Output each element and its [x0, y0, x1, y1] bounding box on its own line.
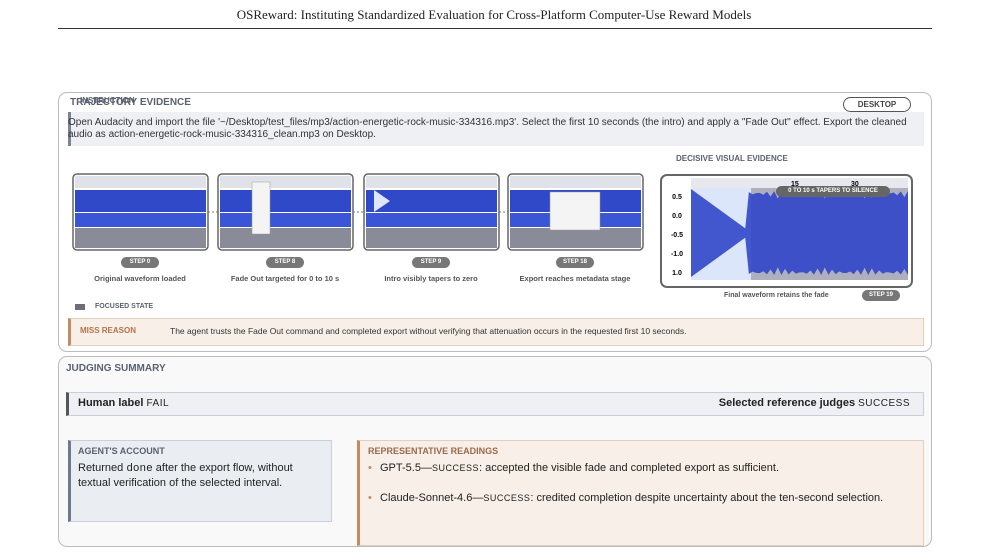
agent-title: AGENT'S ACCOUNT	[78, 446, 165, 456]
reading-model: GPT-5.5—	[380, 462, 432, 474]
miss-text: The agent trusts the Fade Out command an…	[170, 326, 687, 336]
step-pill: STEP 0	[121, 257, 159, 268]
reading-verdict: SUCCESS	[483, 493, 531, 503]
label-bar	[66, 392, 924, 416]
y-axis-label: 1.0	[672, 270, 682, 277]
agent-text-a: Returned	[78, 462, 127, 474]
instruction-box	[68, 112, 924, 146]
thumb-track	[366, 190, 497, 212]
human-label: Human label FAIL	[78, 397, 169, 409]
bullet: •	[368, 492, 372, 504]
step-caption: Original waveform loaded	[94, 274, 186, 283]
reference-label-text: Selected reference judges	[718, 397, 856, 409]
thumb-fade	[374, 190, 390, 212]
reading-model: Claude-Sonnet-4.6—	[380, 492, 484, 504]
decisive-label: DECISIVE VISUAL EVIDENCE	[676, 154, 788, 163]
thumb-menu	[510, 176, 641, 188]
instruction-text: Open Audacity and import the file '~/Des…	[68, 117, 907, 140]
y-axis-label: -0.5	[671, 232, 683, 239]
reference-label: Selected reference judges SUCCESS	[719, 397, 910, 409]
fade-tag: 0 TO 10 s TAPERS TO SILENCE	[776, 186, 890, 197]
thumb-track	[75, 190, 206, 212]
thumb-menu	[220, 176, 351, 188]
thumb-track	[220, 190, 351, 212]
agent-text-b: after the export flow, without textual v…	[78, 462, 293, 489]
thumb-track	[75, 213, 206, 227]
x-axis-label: 30	[851, 181, 859, 188]
thumb-menu-pop	[251, 181, 271, 235]
step-caption: Intro visibly tapers to zero	[384, 274, 478, 283]
reading-verdict: SUCCESS	[431, 463, 479, 473]
thumb-track	[220, 213, 351, 227]
thumb-bottom	[366, 228, 497, 248]
agent-code: done	[126, 463, 153, 475]
miss-box	[68, 318, 924, 346]
readings-box	[357, 440, 924, 546]
thumb-bottom	[220, 228, 351, 248]
header-rule	[58, 28, 932, 29]
legend-label: FOCUSED STATE	[95, 303, 154, 310]
judging-title: JUDGING SUMMARY	[66, 363, 166, 374]
reference-label-value: SUCCESS	[858, 398, 910, 409]
thumb-dialog	[549, 191, 601, 231]
decisive-ruler	[691, 178, 908, 188]
decisive-caption: Final waveform retains the fade	[724, 292, 829, 299]
thumb-menu	[366, 176, 497, 188]
y-axis-label: 0.0	[672, 213, 682, 220]
agent-box	[68, 440, 332, 522]
step-caption: Fade Out targeted for 0 to 10 s	[230, 274, 340, 283]
thumb-track	[366, 213, 497, 227]
reading-item: • Claude-Sonnet-4.6—SUCCESS: credited com…	[368, 491, 925, 505]
miss-label: MISS REASON	[80, 326, 137, 335]
y-axis-label: 0.5	[672, 194, 682, 201]
reading-text: : accepted the visible fade and complete…	[478, 462, 780, 474]
agent-text: Returned done after the export flow, wit…	[78, 461, 318, 490]
reading-item: • GPT-5.5—SUCCESS: accepted the visible f…	[368, 461, 925, 475]
thumb-menu	[75, 176, 206, 188]
trajectory-card	[58, 92, 932, 352]
paper-title: OSReward: Instituting Standardized Evalu…	[236, 7, 752, 22]
instruction-label: INSTRUCTION	[80, 96, 135, 105]
thumb-bottom	[75, 228, 206, 248]
reading-text: : credited completion despite uncertaint…	[530, 492, 884, 504]
step-pill: STEP 9	[412, 257, 450, 268]
step-pill: STEP 19	[862, 290, 900, 301]
platform-pill: DESKTOP	[843, 97, 911, 112]
readings-title: REPRESENTATIVE READINGS	[368, 446, 499, 456]
y-axis-label: -1.0	[671, 251, 683, 258]
section-title: TRAJECTORY EVIDENCE	[70, 97, 191, 108]
legend-swatch	[75, 304, 85, 310]
x-axis-label: 15	[791, 181, 799, 188]
thumb-bottom	[510, 228, 641, 248]
step-caption: Export reaches metadata stage	[519, 274, 631, 283]
decisive-wave	[691, 189, 908, 277]
human-label-value: FAIL	[146, 398, 170, 409]
human-label-text: Human label	[78, 397, 144, 409]
step-pill: STEP 8	[266, 257, 304, 268]
step-pill: STEP 18	[556, 257, 594, 268]
bullet: •	[368, 462, 372, 474]
